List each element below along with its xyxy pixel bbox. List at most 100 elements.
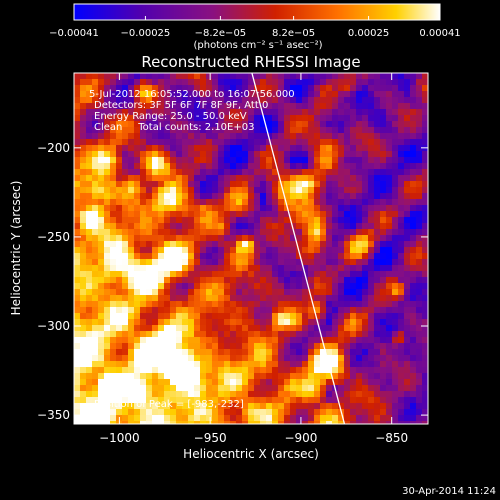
heatmap-cell — [404, 289, 411, 296]
heatmap-cell — [158, 331, 165, 338]
heatmap-cell — [296, 307, 303, 314]
heatmap-cell — [104, 259, 111, 266]
heatmap-cell — [134, 151, 141, 158]
heatmap-cell — [248, 301, 255, 308]
heatmap-cell — [128, 397, 135, 404]
heatmap-cell — [254, 361, 261, 368]
heatmap-cell — [200, 355, 207, 362]
heatmap-cell — [92, 79, 99, 86]
heatmap-cell — [146, 91, 153, 98]
heatmap-cell — [338, 235, 345, 242]
heatmap-cell — [116, 241, 123, 248]
heatmap-cell — [254, 73, 261, 80]
heatmap-cell — [266, 385, 273, 392]
heatmap-cell — [350, 169, 357, 176]
heatmap-cell — [362, 91, 369, 98]
heatmap-cell — [164, 271, 171, 278]
heatmap-cell — [116, 385, 123, 392]
heatmap-cell — [194, 301, 201, 308]
heatmap-cell — [194, 373, 201, 380]
heatmap-cell — [410, 139, 417, 146]
heatmap-cell — [134, 139, 141, 146]
heatmap-cell — [344, 79, 351, 86]
heatmap-cell — [218, 103, 225, 110]
heatmap-cell — [98, 289, 105, 296]
heatmap-cell — [368, 115, 375, 122]
heatmap-cell — [122, 349, 129, 356]
heatmap-cell — [218, 205, 225, 212]
heatmap-cell — [158, 145, 165, 152]
heatmap-cell — [104, 271, 111, 278]
heatmap-cell — [404, 385, 411, 392]
heatmap-cell — [164, 157, 171, 164]
heatmap-cell — [284, 109, 291, 116]
heatmap-cell — [302, 325, 309, 332]
heatmap-cell — [344, 217, 351, 224]
heatmap-cell — [98, 151, 105, 158]
heatmap-cell — [224, 157, 231, 164]
heatmap-cell — [422, 361, 428, 368]
heatmap-cell — [398, 109, 405, 116]
heatmap-cell — [284, 211, 291, 218]
heatmap-cell — [338, 313, 345, 320]
heatmap-cell — [362, 397, 369, 404]
heatmap-cell — [140, 283, 147, 290]
heatmap-cell — [404, 409, 411, 416]
heatmap-cell — [332, 277, 339, 284]
heatmap-cell — [182, 175, 189, 182]
heatmap-cell — [266, 85, 273, 92]
heatmap-cell — [188, 343, 195, 350]
heatmap-cell — [350, 415, 357, 422]
heatmap-cell — [218, 415, 225, 422]
heatmap-cell — [386, 91, 393, 98]
heatmap-cell — [416, 91, 423, 98]
heatmap-cell — [200, 235, 207, 242]
heatmap-cell — [302, 253, 309, 260]
heatmap-cell — [266, 175, 273, 182]
heatmap-cell — [308, 349, 315, 356]
heatmap-cell — [200, 319, 207, 326]
heatmap-cell — [170, 355, 177, 362]
heatmap-cell — [380, 235, 387, 242]
heatmap-cell — [356, 313, 363, 320]
heatmap-cell — [230, 211, 237, 218]
heatmap-cell — [146, 349, 153, 356]
heatmap-cell — [296, 373, 303, 380]
heatmap-cell — [206, 103, 213, 110]
heatmap-cell — [290, 361, 297, 368]
heatmap-cell — [86, 283, 93, 290]
heatmap-cell — [392, 283, 399, 290]
heatmap-cell — [254, 391, 261, 398]
heatmap-cell — [290, 409, 297, 416]
heatmap-cell — [260, 355, 267, 362]
heatmap-cell — [410, 301, 417, 308]
heatmap-cell — [308, 355, 315, 362]
heatmap-cell — [80, 313, 87, 320]
heatmap-cell — [302, 97, 309, 104]
heatmap-cell — [266, 199, 273, 206]
heatmap-cell — [176, 211, 183, 218]
heatmap-cell — [164, 283, 171, 290]
heatmap-cell — [128, 355, 135, 362]
heatmap-cell — [248, 289, 255, 296]
heatmap-cell — [308, 409, 315, 416]
heatmap-cell — [338, 91, 345, 98]
heatmap-cell — [164, 91, 171, 98]
heatmap-cell — [152, 385, 159, 392]
heatmap-cell — [122, 79, 129, 86]
heatmap-cell — [284, 415, 291, 422]
heatmap-cell — [194, 217, 201, 224]
heatmap-cell — [230, 193, 237, 200]
heatmap-cell — [158, 133, 165, 140]
heatmap-cell — [368, 193, 375, 200]
heatmap-cell — [386, 145, 393, 152]
heatmap-cell — [110, 319, 117, 326]
heatmap-cell — [188, 133, 195, 140]
heatmap-cell — [248, 295, 255, 302]
heatmap-cell — [218, 145, 225, 152]
heatmap-cell — [194, 91, 201, 98]
heatmap-cell — [218, 241, 225, 248]
heatmap-cell — [320, 289, 327, 296]
heatmap-cell — [326, 115, 333, 122]
heatmap-cell — [266, 265, 273, 272]
